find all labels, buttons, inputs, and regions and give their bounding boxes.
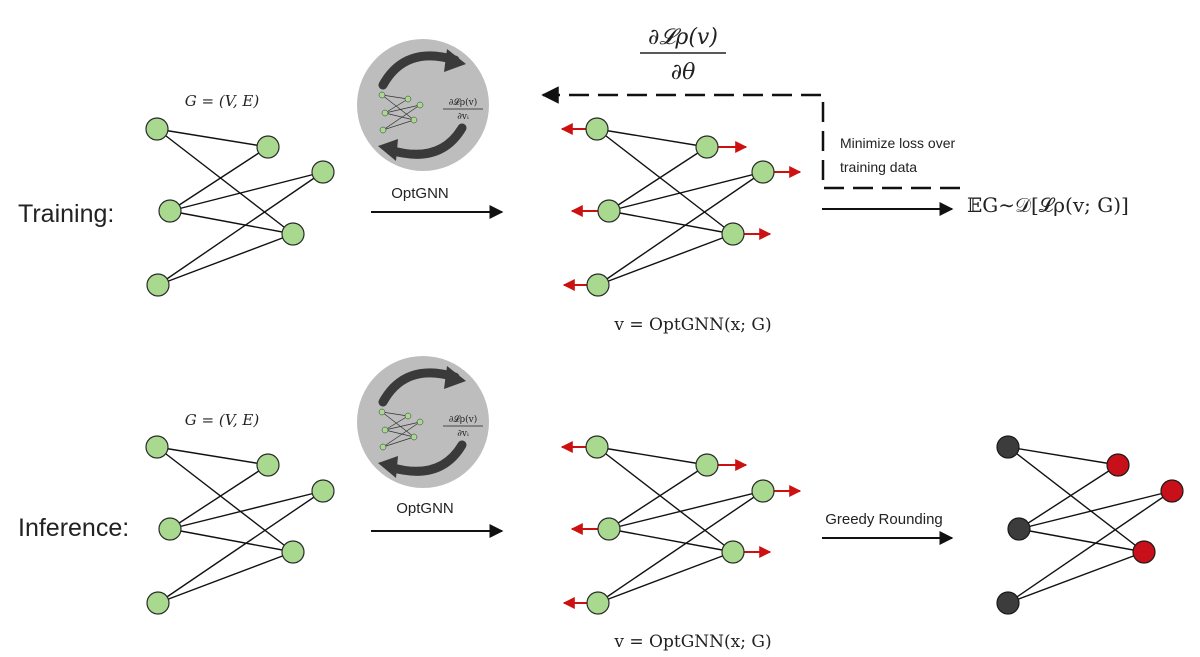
graph-node <box>597 199 621 223</box>
gradient-denominator: ∂θ <box>671 60 696 85</box>
training-output-label: v = OptGNN(x; G) <box>613 315 771 335</box>
graph-node <box>695 453 719 477</box>
graph-node <box>585 117 609 141</box>
rounded-node-red <box>1132 540 1156 564</box>
graph-node <box>586 591 610 615</box>
graph-node <box>695 135 719 159</box>
graph-node <box>311 160 335 184</box>
minimize-loss-line1: Minimize loss over <box>840 135 955 151</box>
training-gradient-feedback: ∂𝓛ρ(v) ∂θ Minimize loss over training da… <box>541 25 960 190</box>
graph-node <box>145 117 169 141</box>
training-optgnn-label: OptGNN <box>391 185 449 202</box>
training-input-graph: G = (V, E) <box>145 92 335 297</box>
inference-output-graph: v = OptGNN(x; G) <box>560 435 802 652</box>
gradient-numerator: ∂𝓛ρ(v) <box>648 25 718 50</box>
rounded-node-black <box>996 435 1020 459</box>
training-inner-formula-num: ∂𝓛ρ(v) <box>449 97 478 108</box>
training-row-label: Training: <box>18 200 114 228</box>
inference-inner-formula-num: ∂𝓛ρ(v) <box>449 414 478 425</box>
expectation-loss: 𝔼G∼𝒟[𝓛ρ(v; G)] <box>967 193 1129 217</box>
inference-row: Inference: G = (V, E) <box>18 356 1184 652</box>
graph-node <box>256 135 280 159</box>
training-optgnn-icon: ∂𝓛ρ(v) ∂vᵢ <box>357 39 489 171</box>
graph-node <box>146 591 170 615</box>
inference-optgnn-icon: ∂𝓛ρ(v) ∂vᵢ <box>357 356 489 488</box>
graph-node <box>281 540 305 564</box>
graph-node <box>586 273 610 297</box>
training-output-graph: v = OptGNN(x; G) <box>560 117 802 335</box>
graph-node <box>158 517 182 541</box>
training-input-edges <box>156 128 324 286</box>
inference-graph-label: G = (V, E) <box>185 411 260 429</box>
graph-node <box>311 479 335 503</box>
inference-output-label: v = OptGNN(x; G) <box>613 632 771 652</box>
inference-vector-arrows <box>560 441 802 609</box>
rounded-node-red <box>1106 453 1130 477</box>
training-inner-formula-den: ∂vᵢ <box>457 112 469 122</box>
graph-node <box>597 517 621 541</box>
rounded-node-black <box>1007 517 1031 541</box>
rounded-node-black <box>996 591 1020 615</box>
greedy-rounding-label: Greedy Rounding <box>825 511 943 528</box>
graph-node <box>145 435 169 459</box>
inference-row-label: Inference: <box>18 514 129 542</box>
rounded-graph <box>996 435 1184 615</box>
graph-node <box>721 222 745 246</box>
graph-node <box>721 540 745 564</box>
inference-inner-formula-den: ∂vᵢ <box>457 429 469 439</box>
graph-node <box>281 222 305 246</box>
graph-node <box>751 479 775 503</box>
graph-node <box>585 435 609 459</box>
inference-optgnn-label: OptGNN <box>396 500 454 517</box>
training-row: Training: G = (V, E) <box>18 25 1129 335</box>
training-graph-label: G = (V, E) <box>185 92 260 110</box>
inference-input-graph: G = (V, E) <box>145 411 335 615</box>
graph-node <box>751 160 775 184</box>
training-vector-arrows <box>560 123 802 291</box>
minimize-loss-line2: training data <box>840 159 917 175</box>
graph-node <box>146 273 170 297</box>
graph-node <box>158 199 182 223</box>
rounded-node-red <box>1160 479 1184 503</box>
graph-node <box>256 453 280 477</box>
